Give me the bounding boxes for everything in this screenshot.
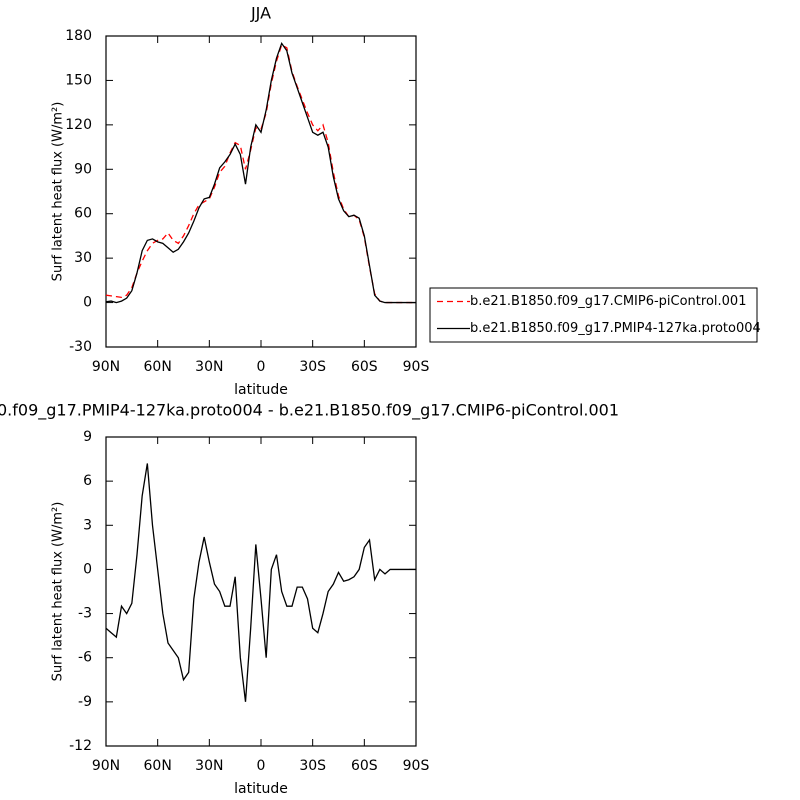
chart-title: 0.f09_g17.PMIP4-127ka.proto004 - b.e21.B… xyxy=(0,401,619,421)
y-tick-label: 30 xyxy=(74,250,92,266)
x-tick-label: 30N xyxy=(195,359,223,375)
y-tick-label: 120 xyxy=(65,117,92,133)
data-line xyxy=(105,463,416,702)
data-line xyxy=(105,43,416,304)
x-tick-label: 30N xyxy=(195,758,223,774)
legend-entry: b.e21.B1850.f09_g17.PMIP4-127ka.proto004 xyxy=(470,321,761,336)
y-tick-label: 90 xyxy=(74,161,92,177)
y-tick-label: 60 xyxy=(74,206,92,222)
x-axis-label: latitude xyxy=(234,781,288,797)
y-tick-label: 3 xyxy=(83,517,92,533)
y-tick-label: 0 xyxy=(83,295,92,311)
chart-title: JJA xyxy=(250,4,271,23)
x-tick-label: 60S xyxy=(351,758,378,774)
y-tick-label: -12 xyxy=(69,738,92,754)
x-axis-label: latitude xyxy=(234,382,288,398)
data-line xyxy=(105,41,416,304)
y-tick-label: 9 xyxy=(83,429,92,445)
x-tick-label: 60S xyxy=(351,359,378,375)
x-tick-label: 90N xyxy=(92,359,120,375)
y-axis-label: Surf latent heat flux (W/m²) xyxy=(51,502,66,682)
x-tick-label: 60N xyxy=(144,359,172,375)
y-tick-label: 180 xyxy=(65,28,92,44)
x-tick-label: 90S xyxy=(403,359,430,375)
x-tick-label: 90S xyxy=(403,758,430,774)
y-axis-label: Surf latent heat flux (W/m²) xyxy=(51,102,66,282)
x-tick-label: 30S xyxy=(299,758,326,774)
x-tick-label: 30S xyxy=(299,359,326,375)
plot-frame xyxy=(105,436,417,747)
y-tick-label: -3 xyxy=(78,606,92,622)
legend-box xyxy=(429,287,758,343)
x-tick-label: 90N xyxy=(92,758,120,774)
x-tick-label: 0 xyxy=(257,758,266,774)
y-tick-label: 150 xyxy=(65,72,92,88)
x-tick-label: 0 xyxy=(257,359,266,375)
y-tick-label: -6 xyxy=(78,650,92,666)
y-tick-label: -30 xyxy=(69,339,92,355)
plot-frame xyxy=(105,35,417,348)
legend-entry: b.e21.B1850.f09_g17.CMIP6-piControl.001 xyxy=(470,294,746,309)
y-tick-label: 6 xyxy=(83,473,92,489)
y-tick-label: 0 xyxy=(83,561,92,577)
x-tick-label: 60N xyxy=(144,758,172,774)
y-tick-label: -9 xyxy=(78,694,92,710)
